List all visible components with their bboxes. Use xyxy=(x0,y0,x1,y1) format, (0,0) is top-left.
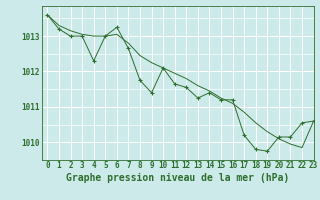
X-axis label: Graphe pression niveau de la mer (hPa): Graphe pression niveau de la mer (hPa) xyxy=(66,173,289,183)
